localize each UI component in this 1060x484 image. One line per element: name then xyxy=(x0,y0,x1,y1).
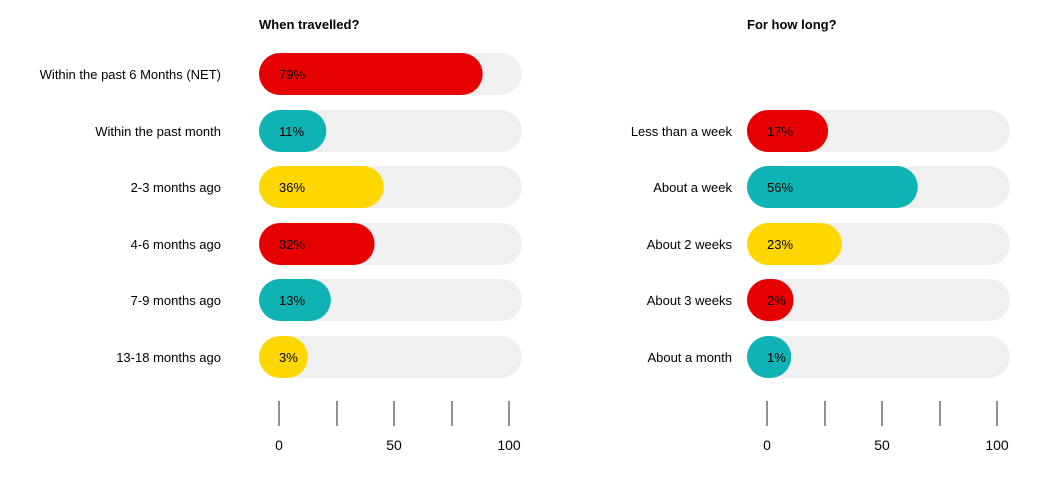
category-label: About a month xyxy=(647,350,732,365)
bar xyxy=(747,279,794,321)
bar xyxy=(259,110,327,152)
category-label: About 2 weeks xyxy=(647,237,733,252)
tick-label: 0 xyxy=(763,437,771,453)
bar-track xyxy=(259,336,522,378)
data-label: 3% xyxy=(279,350,298,365)
tick-label: 100 xyxy=(497,437,521,453)
data-label: 32% xyxy=(279,237,305,252)
category-label: About a week xyxy=(653,180,732,195)
bar xyxy=(259,223,375,265)
tick-label: 50 xyxy=(386,437,402,453)
bar xyxy=(747,166,918,208)
bar-track xyxy=(747,336,1010,378)
data-label: 79% xyxy=(279,67,305,82)
chart-title: For how long? xyxy=(747,17,837,32)
tick-label: 0 xyxy=(275,437,283,453)
data-label: 36% xyxy=(279,180,305,195)
category-label: 7-9 months ago xyxy=(131,293,221,308)
category-label: 2-3 months ago xyxy=(131,180,221,195)
data-label: 11% xyxy=(279,124,304,139)
bar-track xyxy=(259,110,522,152)
category-label: Less than a week xyxy=(631,124,733,139)
bar xyxy=(747,336,792,378)
bar xyxy=(259,53,483,95)
data-label: 1% xyxy=(767,350,786,365)
bar xyxy=(747,110,829,152)
category-label: Within the past month xyxy=(95,124,221,139)
data-label: 17% xyxy=(767,124,793,139)
data-label: 56% xyxy=(767,180,793,195)
category-label: 13-18 months ago xyxy=(116,350,221,365)
bar xyxy=(259,279,331,321)
bar xyxy=(259,336,308,378)
tick-label: 100 xyxy=(985,437,1009,453)
when-travelled-chart: When travelled? Within the past 6 Months… xyxy=(40,17,522,453)
category-label: About 3 weeks xyxy=(647,293,733,308)
tick-label: 50 xyxy=(874,437,890,453)
chart-title: When travelled? xyxy=(259,17,359,32)
category-label: 4-6 months ago xyxy=(131,237,221,252)
category-label: Within the past 6 Months (NET) xyxy=(40,67,221,82)
bar xyxy=(747,223,842,265)
data-label: 13% xyxy=(279,293,305,308)
how-long-chart: For how long? Less than a week 17% About a… xyxy=(631,17,1010,453)
bar-track xyxy=(747,279,1010,321)
bar xyxy=(259,166,384,208)
data-label: 2% xyxy=(767,293,786,308)
data-label: 23% xyxy=(767,237,793,252)
